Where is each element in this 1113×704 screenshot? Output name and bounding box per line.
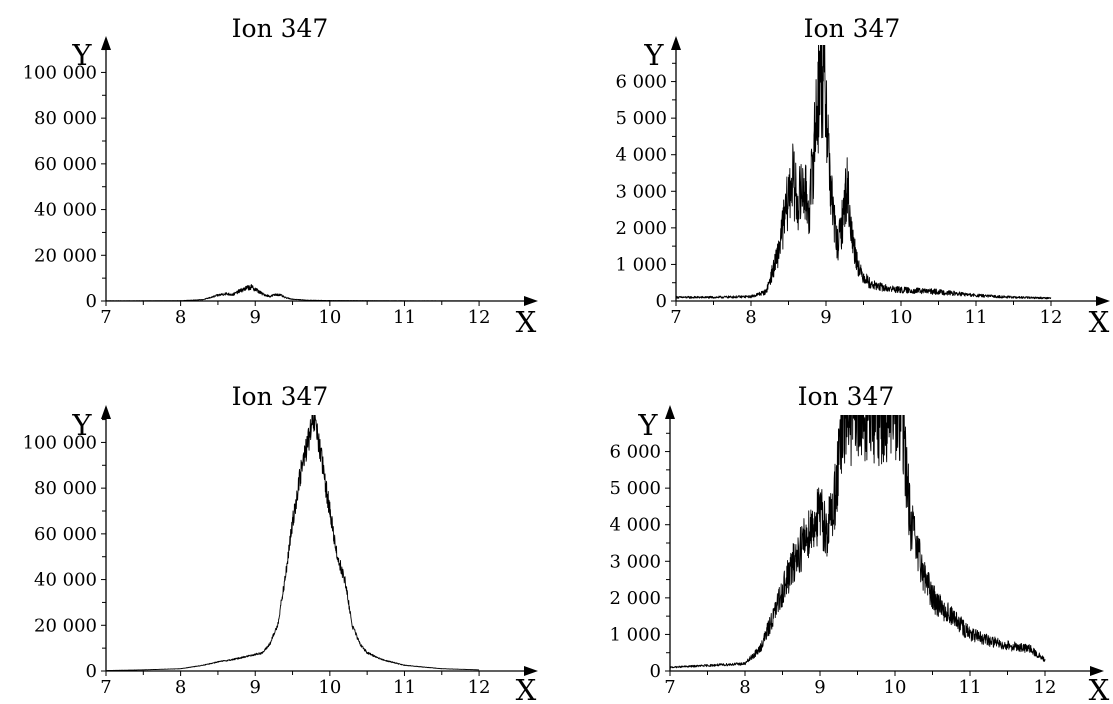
chart-title: Ion 347 (232, 382, 329, 411)
plot-area: 7 8 9 10 11 12 0 1 000 2 000 3 000 4 000 5 000 6 000 (615, 36, 1110, 328)
x-tick-label: 9 (250, 677, 261, 698)
x-tick-label: 7 (670, 307, 681, 328)
x-tick-label: 11 (393, 307, 416, 328)
x-tick-label: 7 (100, 677, 111, 698)
y-axis-label: Y (71, 408, 92, 442)
x-tick-label: 12 (1034, 677, 1057, 698)
y-tick-label: 1 000 (615, 254, 667, 275)
y-tick-label: 40 000 (34, 200, 97, 221)
x-tick-label: 8 (175, 307, 186, 328)
data-series-line (106, 284, 480, 302)
x-tick-label: 10 (890, 307, 913, 328)
x-tick-label: 12 (1040, 307, 1063, 328)
y-tick-label: 100 000 (23, 432, 97, 453)
y-tick-label: 2 000 (609, 588, 661, 609)
chart-title: Ion 347 (798, 382, 895, 411)
chart-title: Ion 347 (804, 14, 901, 43)
data-series-line (676, 45, 1052, 300)
x-axis-label: X (516, 305, 537, 339)
y-tick-label: 80 000 (34, 108, 97, 129)
x-tick-label: 10 (318, 307, 341, 328)
y-tick-label: 100 000 (23, 62, 97, 83)
x-tick-label: 8 (745, 307, 756, 328)
x-axis-arrow-icon (524, 666, 538, 676)
x-tick-label: 9 (814, 677, 825, 698)
y-axis-arrow-icon (101, 36, 111, 50)
y-tick-label: 0 (86, 661, 97, 682)
chart-panel-top-left: Ion 347 Y X 7 8 9 10 11 12 0 20 000 40 000 60 000… (23, 14, 538, 339)
x-axis-label: X (1089, 305, 1110, 339)
y-axis-arrow-icon (665, 405, 675, 419)
x-axis-label: X (516, 673, 537, 704)
y-tick-label: 0 (656, 291, 667, 312)
y-tick-label: 2 000 (615, 218, 667, 239)
y-tick-label: 6 000 (609, 442, 661, 463)
y-tick-label: 40 000 (34, 570, 97, 591)
x-tick-label: 12 (468, 307, 491, 328)
x-tick-label: 8 (175, 677, 186, 698)
y-tick-label: 20 000 (34, 615, 97, 636)
plot-area: 7 8 9 10 11 12 0 1 000 2 000 3 000 4 000 5 000 6 000 (609, 405, 1104, 698)
x-tick-label: 7 (664, 677, 675, 698)
x-tick-label: 11 (393, 677, 416, 698)
plot-area: 7 8 9 10 11 12 0 20 000 40 000 60 000 80 000 100 00… (23, 36, 538, 328)
y-tick-label: 4 000 (615, 145, 667, 166)
y-tick-label: 3 000 (609, 551, 661, 572)
y-tick-label: 5 000 (609, 478, 661, 499)
y-axis-arrow-icon (101, 405, 111, 419)
plot-area: 7 8 9 10 11 12 0 20 000 40 000 60 000 80 000 100 00… (23, 405, 538, 698)
chart-panel-bottom-left: Ion 347 Y X 7 8 9 10 11 12 0 20 000 40 000 60 000… (23, 382, 538, 704)
y-tick-label: 5 000 (615, 108, 667, 129)
y-tick-label: 80 000 (34, 478, 97, 499)
chart-panel-top-right: Ion 347 Y X 7 8 9 10 11 12 0 1 000 2 000 3 000 4 0… (615, 14, 1110, 339)
y-tick-label: 60 000 (34, 524, 97, 545)
y-axis-label: Y (637, 408, 658, 442)
x-tick-label: 11 (959, 677, 982, 698)
y-tick-label: 60 000 (34, 154, 97, 175)
x-tick-label: 10 (318, 677, 341, 698)
y-axis-arrow-icon (671, 36, 681, 50)
x-axis-arrow-icon (524, 296, 538, 306)
y-tick-label: 0 (86, 291, 97, 312)
y-axis-label: Y (643, 38, 664, 72)
chart-title: Ion 347 (232, 14, 329, 43)
x-tick-label: 11 (965, 307, 988, 328)
chart-panel-bottom-right: Ion 347 Y X 7 8 9 10 11 12 0 1 000 2 000 3 000 4 0… (609, 382, 1110, 704)
x-tick-label: 9 (820, 307, 831, 328)
data-series-line (106, 415, 480, 671)
x-axis-arrow-icon (1090, 666, 1104, 676)
y-tick-label: 0 (650, 661, 661, 682)
y-tick-label: 1 000 (609, 624, 661, 645)
x-tick-label: 12 (468, 677, 491, 698)
y-axis-label: Y (71, 38, 92, 72)
y-tick-label: 20 000 (34, 245, 97, 266)
x-axis-arrow-icon (1096, 296, 1110, 306)
data-series-line (670, 415, 1046, 669)
x-tick-label: 7 (100, 307, 111, 328)
x-tick-label: 10 (884, 677, 907, 698)
x-axis-label: X (1089, 673, 1110, 704)
y-tick-label: 6 000 (615, 72, 667, 93)
y-tick-label: 4 000 (609, 515, 661, 536)
x-tick-label: 9 (250, 307, 261, 328)
x-tick-label: 8 (739, 677, 750, 698)
y-tick-label: 3 000 (615, 181, 667, 202)
